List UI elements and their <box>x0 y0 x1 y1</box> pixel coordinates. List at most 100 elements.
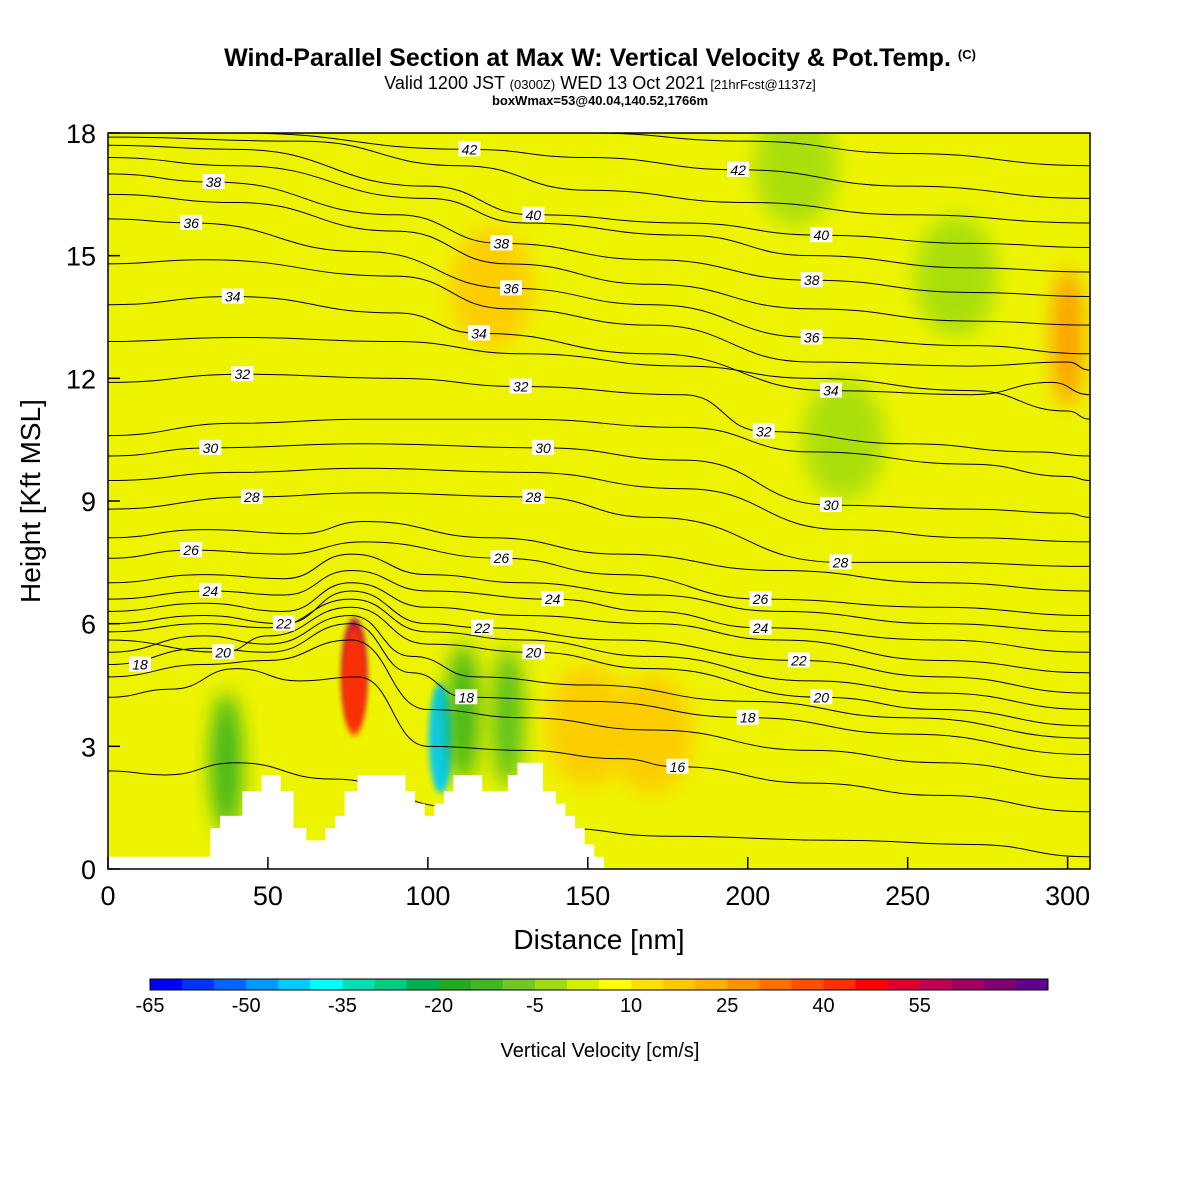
colorbar-swatch <box>855 979 889 990</box>
contour-label-21: 26 <box>180 542 203 558</box>
contour-label-bg <box>829 554 852 570</box>
contour-label-text: 26 <box>752 591 769 607</box>
contour-label-31: 20 <box>522 644 545 660</box>
terrain-profile <box>108 762 1090 869</box>
colorbar-swatch <box>534 979 568 990</box>
forecast-info: [21hrFcst@1137z] <box>710 77 816 92</box>
isentrope-42 <box>235 133 1090 199</box>
contour-label-text: 28 <box>525 489 542 505</box>
x-tick-label: 100 <box>405 881 450 911</box>
contour-label-text: 24 <box>544 591 561 607</box>
isentrope-21 <box>108 598 1090 711</box>
contour-label-33: 18 <box>128 656 151 673</box>
contour-label-bg <box>787 652 810 668</box>
colorbar-tick-label: 55 <box>909 995 931 1017</box>
contour-label-text: 34 <box>225 289 241 305</box>
contour-label-bg <box>240 488 263 504</box>
contour-label-bg <box>490 235 513 251</box>
velocity-cell-updraft-11 <box>449 228 534 349</box>
contour-label-text: 34 <box>471 325 487 341</box>
contour-label-37: 16 <box>666 758 689 775</box>
contour-label-6: 38 <box>490 235 513 251</box>
contour-label-text: 22 <box>790 652 807 668</box>
contour-label-text: 20 <box>214 644 231 660</box>
contour-label-text: 38 <box>494 235 510 251</box>
colorbar-swatch <box>631 979 664 990</box>
valid-utc: (0300Z) <box>509 77 556 92</box>
contour-label-bg <box>800 329 823 345</box>
contour-label-bg <box>522 206 545 222</box>
contour-label-text: 22 <box>275 616 292 632</box>
contour-label-text: 20 <box>813 689 830 705</box>
contour-label-13: 32 <box>509 378 532 395</box>
x-tick-label: 200 <box>725 881 770 911</box>
isentrope-23 <box>108 582 1090 674</box>
isentrope-31 <box>108 418 1090 482</box>
contour-label-bg <box>752 423 775 439</box>
contour-label-text: 34 <box>823 383 839 399</box>
y-tick-label: 6 <box>81 610 96 640</box>
box-info: boxWmax=53@40.04,140.52,1766m <box>491 93 709 108</box>
contour-label-bg <box>749 591 772 607</box>
contour-label-bg <box>458 141 481 157</box>
contour-label-text: 36 <box>804 329 820 345</box>
isentrope-39 <box>108 157 1090 273</box>
contour-label-text: 18 <box>132 657 148 673</box>
contour-label-34: 20 <box>810 689 833 705</box>
contour-label-bg <box>199 582 222 598</box>
chart-subtitle: Valid 1200 JST (0300Z) WED 13 Oct 2021 [… <box>0 73 1200 94</box>
contour-label-text: 32 <box>513 379 529 395</box>
contour-label-text: 30 <box>823 497 839 513</box>
contour-label-text: 24 <box>202 583 219 599</box>
colorbar-swatch <box>278 979 311 990</box>
contour-label-27: 22 <box>272 615 295 632</box>
y-tick-label: 15 <box>66 242 96 272</box>
isentrope-27 <box>108 520 1090 592</box>
contour-label-bg <box>180 542 203 558</box>
colorbar-swatch <box>502 979 536 990</box>
contour-label-text: 22 <box>473 620 490 636</box>
y-tick-label: 0 <box>81 855 96 885</box>
x-tick-label: 300 <box>1045 881 1090 911</box>
isentrope-24 <box>108 570 1090 653</box>
colorbar-tick-label: -50 <box>232 995 261 1017</box>
contour-label-11: 36 <box>800 329 823 345</box>
y-axis-label: Height [Kft MSL] <box>15 399 46 603</box>
isentrope-36 <box>108 218 1090 355</box>
contour-label-bg <box>532 439 555 455</box>
contour-label-1: 42 <box>727 161 750 178</box>
colorbar-swatch <box>246 979 279 990</box>
contour-label-bg <box>212 644 235 660</box>
contour-label-20: 30 <box>819 497 842 513</box>
contour-label-5: 36 <box>180 214 203 231</box>
isentrope-28 <box>108 492 1090 567</box>
colorbar-label: Vertical Velocity [cm/s] <box>501 1040 700 1062</box>
isentrope-16 <box>108 668 1090 813</box>
contour-label-17: 32 <box>752 423 775 439</box>
contour-label-35: 18 <box>455 689 478 705</box>
contour-label-19: 28 <box>522 488 545 505</box>
contour-label-24: 24 <box>199 582 222 599</box>
contour-label-7: 38 <box>800 272 823 288</box>
velocity-cell-updraft-1 <box>342 625 367 736</box>
isentrope-19 <box>108 614 1090 739</box>
velocity-cell-downdraft-10 <box>913 216 998 337</box>
contour-label-4: 40 <box>810 227 833 243</box>
contour-label-text: 40 <box>526 207 542 223</box>
contour-label-text: 16 <box>670 759 686 775</box>
isentrope-26 <box>108 541 1090 616</box>
contour-label-18: 28 <box>240 488 263 505</box>
contour-label-bg <box>490 550 513 566</box>
colorbar-swatch <box>951 979 985 990</box>
colorbar-swatch <box>695 979 728 990</box>
contour-label-bg <box>202 174 225 190</box>
copyright-mark: (C) <box>957 47 976 62</box>
colorbar-swatch <box>342 979 375 990</box>
contour-label-2: 38 <box>202 174 225 190</box>
contour-label-14: 34 <box>819 382 842 399</box>
isentrope-33 <box>108 336 1090 420</box>
contour-label-bg <box>180 214 203 230</box>
x-tick-label: 150 <box>565 881 610 911</box>
contour-label-text: 24 <box>752 620 769 636</box>
colorbar-tick-label: 25 <box>716 995 738 1017</box>
